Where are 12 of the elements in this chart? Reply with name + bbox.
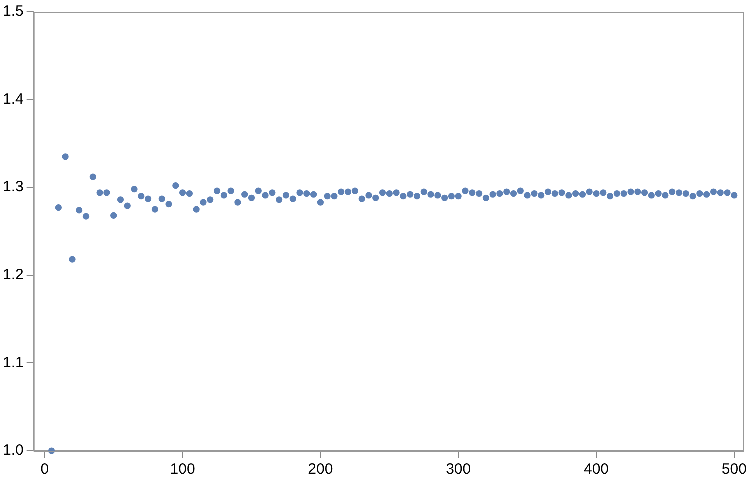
y-tick-label: 1.4 xyxy=(2,90,24,108)
y-tick-label: 1.5 xyxy=(2,3,24,20)
x-tick-label: 400 xyxy=(584,461,610,478)
x-tick-label: 200 xyxy=(308,461,334,478)
y-tick-label: 1.3 xyxy=(2,178,24,196)
x-tick-label: 100 xyxy=(170,461,196,478)
x-tick-label: 300 xyxy=(446,461,472,478)
x-tick-label: 500 xyxy=(722,461,747,478)
y-tick-label: 1.1 xyxy=(2,354,24,372)
x-tick-label: 0 xyxy=(40,461,50,478)
y-tick-label: 1.2 xyxy=(2,266,24,284)
y-tick-label: 1.0 xyxy=(2,442,24,460)
